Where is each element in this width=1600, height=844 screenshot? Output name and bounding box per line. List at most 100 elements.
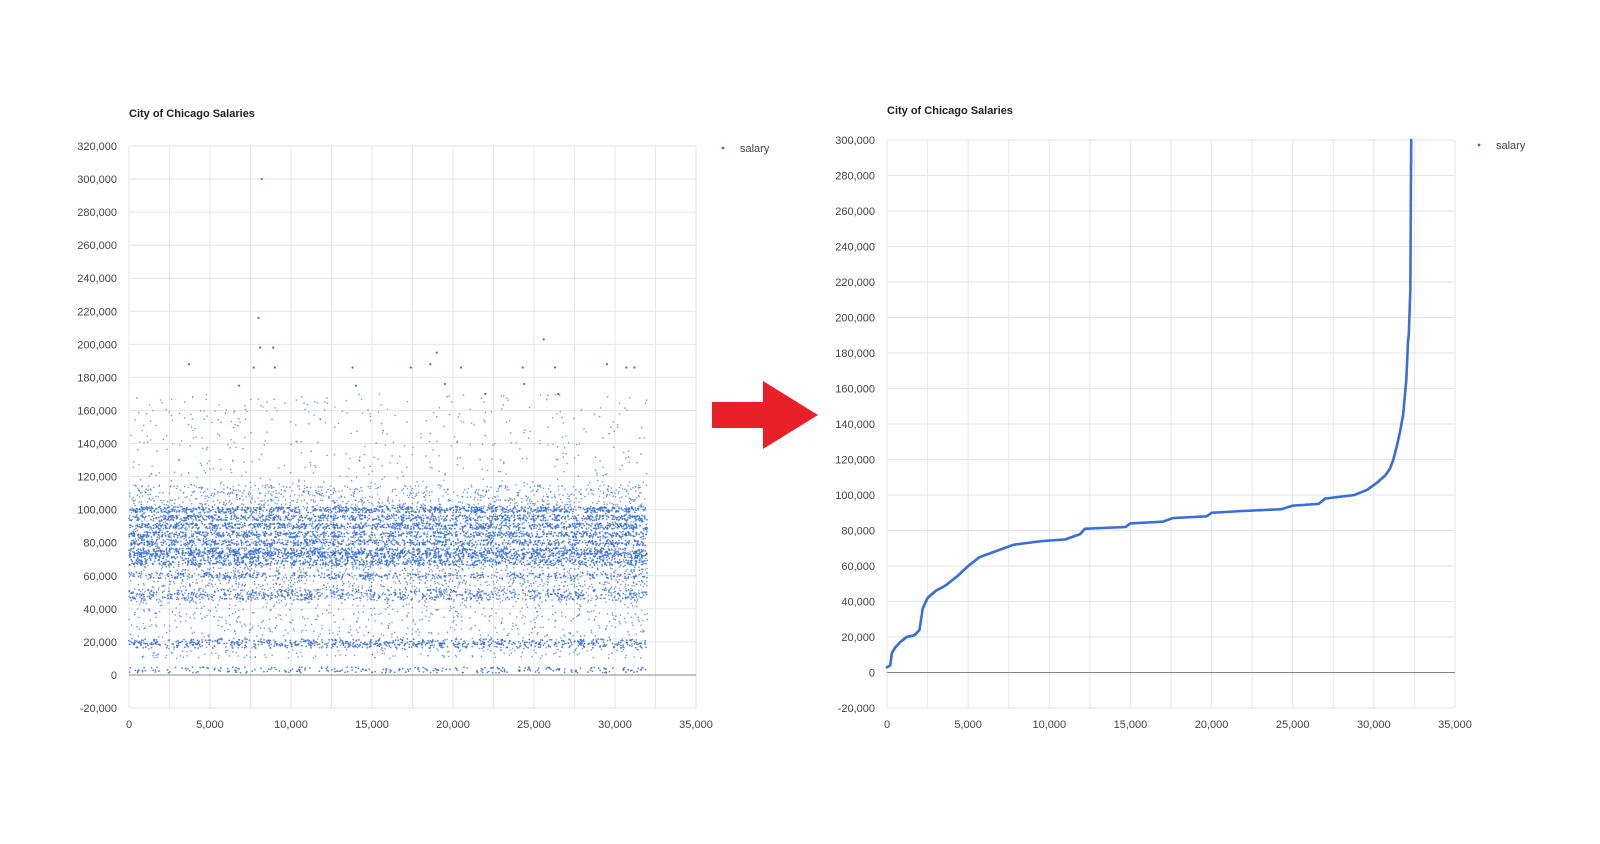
scatter-point [432,517,435,520]
scatter-point [406,552,408,555]
scatter-point [308,564,311,566]
scatter-point [580,561,583,564]
scatter-point [226,544,229,547]
scatter-point [258,510,261,513]
scatter-point [593,509,596,511]
scatter-point [186,541,189,544]
scatter-point [326,509,329,512]
scatter-point [543,509,546,512]
scatter-point [277,535,280,537]
scatter-point [364,515,366,517]
scatter-point [251,556,254,559]
y-tick-label: 180,000 [77,372,117,384]
scatter-point [632,564,635,567]
scatter-point [291,562,294,565]
scatter-point [583,552,586,555]
scatter-point [176,556,179,559]
scatter-point [277,559,280,562]
scatter-point [184,509,187,512]
scatter-point [135,524,137,527]
scatter-point [362,560,365,562]
scatter-point [643,515,646,517]
scatter-point [157,531,160,534]
scatter-point [473,519,476,522]
scatter-point [474,527,477,530]
scatter-point [544,516,546,519]
scatter-point [409,544,412,547]
scatter-point [257,556,260,558]
scatter-point [207,559,209,561]
scatter-point [332,515,335,518]
scatter-point [388,518,390,520]
scatter-point [606,531,609,534]
scatter-point [315,540,317,542]
scatter-point [183,543,186,546]
scatter-point [399,507,402,510]
scatter-point [199,559,202,562]
scatter-point [506,506,509,508]
scatter-point [265,524,267,527]
scatter-point [167,510,170,512]
scatter-point [482,507,485,509]
scatter-point [217,524,220,526]
scatter-point [445,515,448,518]
y-tick-label: 320,000 [77,141,117,153]
scatter-point [133,563,136,566]
scatter-point [230,563,233,565]
scatter-point [575,553,578,556]
scatter-point [368,514,371,517]
scatter-point [245,519,248,522]
scatter-point [539,559,542,561]
scatter-point [398,525,401,527]
scatter-point [289,523,291,525]
scatter-point [375,507,378,510]
scatter-point [182,519,185,522]
scatter-point [600,552,603,555]
scatter-point [473,536,476,539]
scatter-point [181,526,184,529]
scatter-point [214,510,217,513]
scatter-point [329,509,332,511]
scatter-point [622,524,625,527]
scatter-point [352,542,355,545]
scatter-point [320,519,322,522]
scatter-point [150,555,153,558]
scatter-point [130,532,133,535]
scatter-point [535,524,537,526]
scatter-point [622,509,624,512]
scatter-point [575,517,578,520]
scatter-point [532,515,535,518]
scatter-point [224,539,226,542]
scatter-point [272,539,275,541]
scatter-point [437,574,440,577]
scatter-point [602,510,605,512]
scatter-point [570,517,572,520]
scatter-point [420,556,422,559]
scatter-point [269,562,272,565]
scatter-point [595,527,598,530]
scatter-point [434,509,436,512]
scatter-point [304,559,306,561]
scatter-point [181,535,184,538]
scatter-point [478,506,481,509]
scatter-point [622,548,624,551]
scatter-point [212,524,215,527]
scatter-point [301,519,304,522]
scatter-point [381,562,383,565]
scatter-point [515,550,517,553]
scatter-point [171,544,173,546]
scatter-point [433,560,436,563]
scatter-point [233,557,236,560]
scatter-point [441,564,444,566]
scatter-point [587,515,590,518]
scatter-point [291,527,294,530]
scatter-point [453,560,456,563]
scatter-point [264,557,266,559]
scatter-point [469,564,472,567]
scatter-point [309,555,312,558]
x-tick-label: 25,000 [517,719,551,731]
scatter-point [365,507,367,510]
scatter-point [623,518,626,521]
scatter-point [569,555,571,557]
scatter-point [255,517,258,520]
